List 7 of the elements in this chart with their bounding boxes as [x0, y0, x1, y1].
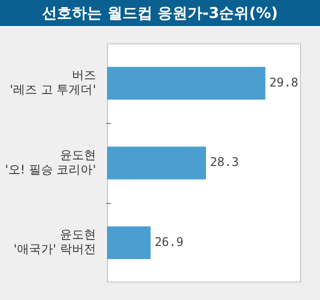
chart-title: 선호하는 월드컵 응원가-3순위(%) — [0, 0, 320, 26]
y-tick-label: 윤도현 '애국가' 락버전 — [14, 228, 96, 256]
data-label: 26.9 — [154, 234, 184, 249]
data-label: 28.3 — [210, 155, 239, 170]
data-label: 29.8 — [269, 75, 298, 90]
y-tick-label: 윤도현 '오! 필승 코리아' — [4, 148, 96, 176]
y-tick-label: 버즈 '레즈 고 투게더' — [10, 68, 96, 97]
